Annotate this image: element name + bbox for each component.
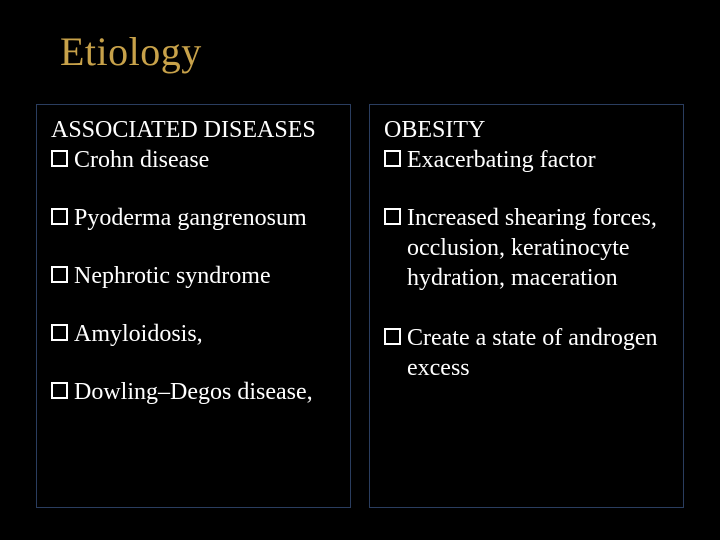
list-item: Dowling–Degos disease, [51,377,336,407]
item-text: Pyoderma gangrenosum [74,203,307,233]
list-item: Crohn disease [51,145,336,175]
square-bullet-icon [51,208,68,225]
item-text: Dowling–Degos disease, [74,377,313,407]
square-bullet-icon [51,382,68,399]
list-item: Amyloidosis, [51,319,336,349]
item-text: Crohn disease [74,145,209,175]
item-text: Increased shearing forces, occlusion, ke… [407,203,669,293]
list-item: Pyoderma gangrenosum [51,203,336,233]
item-text: Exacerbating factor [407,145,596,175]
square-bullet-icon [384,328,401,345]
slide-title: Etiology [60,28,202,75]
square-bullet-icon [51,324,68,341]
square-bullet-icon [51,266,68,283]
left-heading: ASSOCIATED DISEASES [51,115,336,145]
list-item: Create a state of androgen excess [384,323,669,383]
item-text: Create a state of androgen excess [407,323,669,383]
list-item: Increased shearing forces, occlusion, ke… [384,203,669,293]
right-column: OBESITY Exacerbating factor Increased sh… [369,104,684,508]
left-column: ASSOCIATED DISEASES Crohn disease Pyoder… [36,104,351,508]
slide-root: Etiology ASSOCIATED DISEASES Crohn disea… [0,0,720,540]
square-bullet-icon [384,150,401,167]
list-item: Exacerbating factor [384,145,669,175]
list-item: Nephrotic syndrome [51,261,336,291]
columns-container: ASSOCIATED DISEASES Crohn disease Pyoder… [36,104,684,508]
square-bullet-icon [384,208,401,225]
item-text: Amyloidosis, [74,319,203,349]
item-text: Nephrotic syndrome [74,261,271,291]
square-bullet-icon [51,150,68,167]
right-heading: OBESITY [384,115,669,145]
